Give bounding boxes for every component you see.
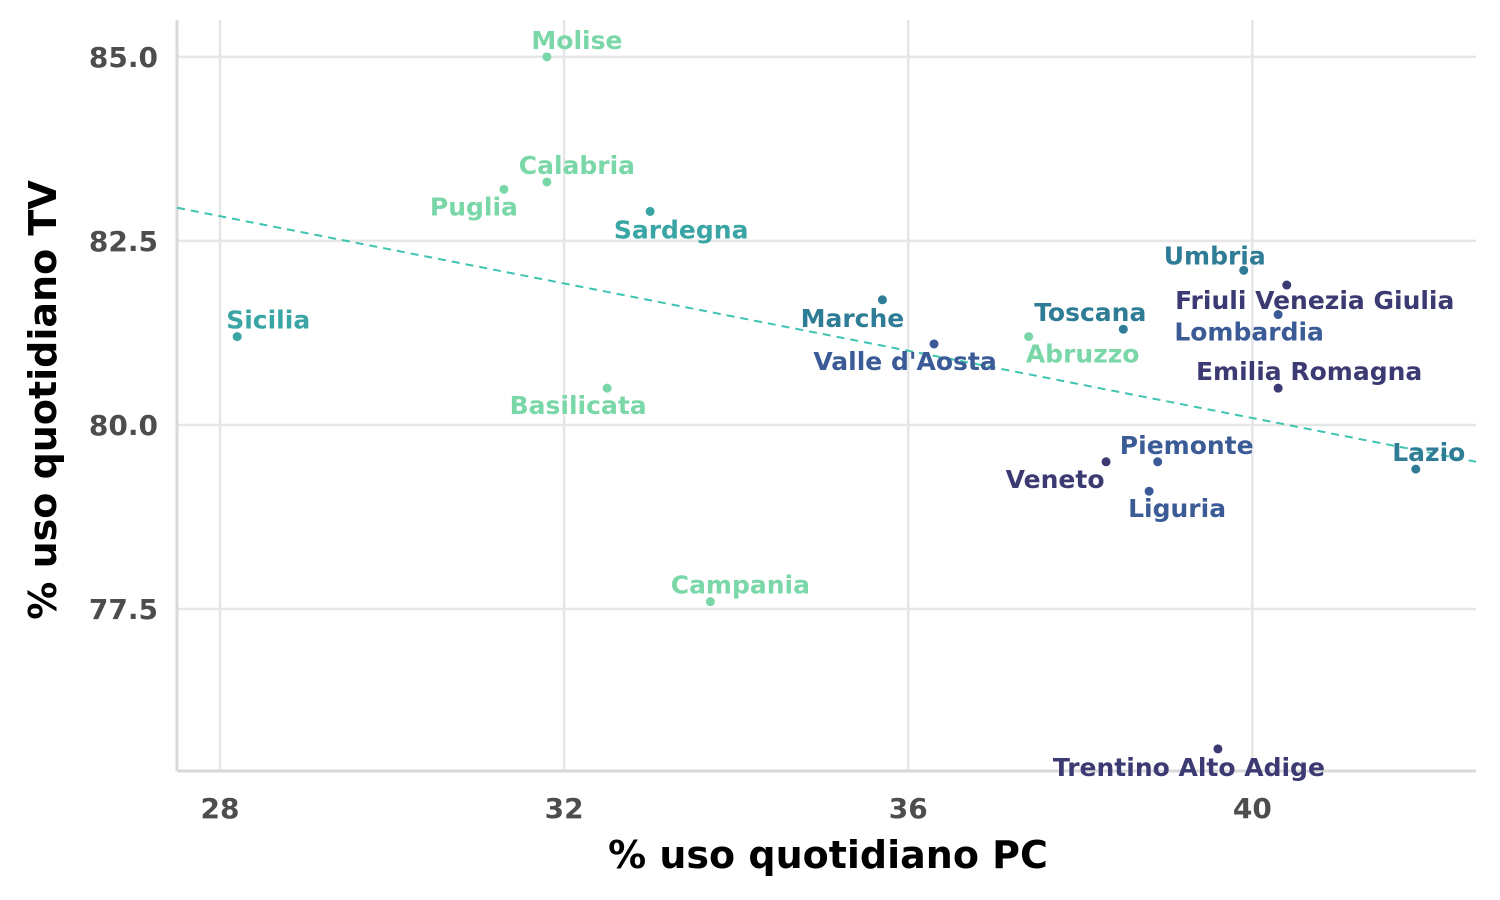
point-label: Veneto [1006, 465, 1105, 494]
data-point [542, 177, 552, 187]
point-label: Calabria [519, 151, 635, 180]
data-point [1273, 383, 1283, 393]
point-label: Molise [531, 26, 622, 55]
data-point [1101, 457, 1111, 467]
y-tick-label: 85.0 [89, 41, 158, 74]
data-point [1024, 332, 1034, 342]
data-point [542, 52, 552, 62]
y-tick-label: 82.5 [89, 225, 158, 258]
x-tick-label: 40 [1233, 792, 1272, 825]
data-point [1144, 486, 1154, 496]
x-tick-label: 32 [545, 792, 584, 825]
point-label: Piemonte [1120, 431, 1254, 460]
data-point [1273, 310, 1283, 320]
point-label: Emilia Romagna [1196, 357, 1422, 386]
point-label: Trentino Alto Adige [1053, 753, 1325, 782]
point-label: Toscana [1034, 298, 1146, 327]
data-point [1153, 457, 1163, 467]
data-point [645, 206, 655, 216]
x-tick-label: 28 [201, 792, 240, 825]
x-tick-label: 36 [889, 792, 928, 825]
point-label: Basilicata [510, 391, 647, 420]
point-label: Lombardia [1174, 318, 1324, 347]
data-point [929, 339, 939, 349]
point-label: Umbria [1164, 241, 1266, 270]
data-points [232, 52, 1421, 754]
y-axis-title: % uso quotidiano TV [21, 180, 65, 620]
grid-lines [177, 20, 1476, 771]
point-label: Campania [671, 571, 810, 600]
data-point [602, 383, 612, 393]
data-point [1282, 280, 1292, 290]
point-label: Lazio [1392, 438, 1465, 467]
point-label: Puglia [430, 192, 518, 221]
tick-labels: 28 32 36 40 77.5 80.0 82.5 85.0 [89, 41, 1272, 825]
data-point [1213, 744, 1223, 754]
x-axis-title: % uso quotidiano PC [608, 833, 1048, 877]
point-label: Liguria [1128, 494, 1226, 523]
point-label: Sicilia [226, 306, 310, 335]
data-point [1411, 464, 1421, 474]
y-tick-label: 80.0 [89, 409, 158, 442]
trendline-group [176, 206, 1477, 463]
point-label: Abruzzo [1026, 340, 1140, 369]
data-point [499, 184, 509, 194]
point-label: Friuli Venezia Giulia [1175, 286, 1454, 315]
point-label: Marche [801, 304, 905, 333]
trendline [176, 206, 1477, 463]
data-point [232, 332, 242, 342]
axes [175, 20, 1476, 773]
point-label: Valle d'Aosta [813, 347, 996, 376]
data-point [877, 295, 887, 305]
data-point [1118, 324, 1128, 334]
data-point [1239, 265, 1249, 275]
point-label: Sardegna [614, 215, 749, 244]
data-point [705, 597, 715, 607]
y-tick-label: 77.5 [89, 593, 158, 626]
